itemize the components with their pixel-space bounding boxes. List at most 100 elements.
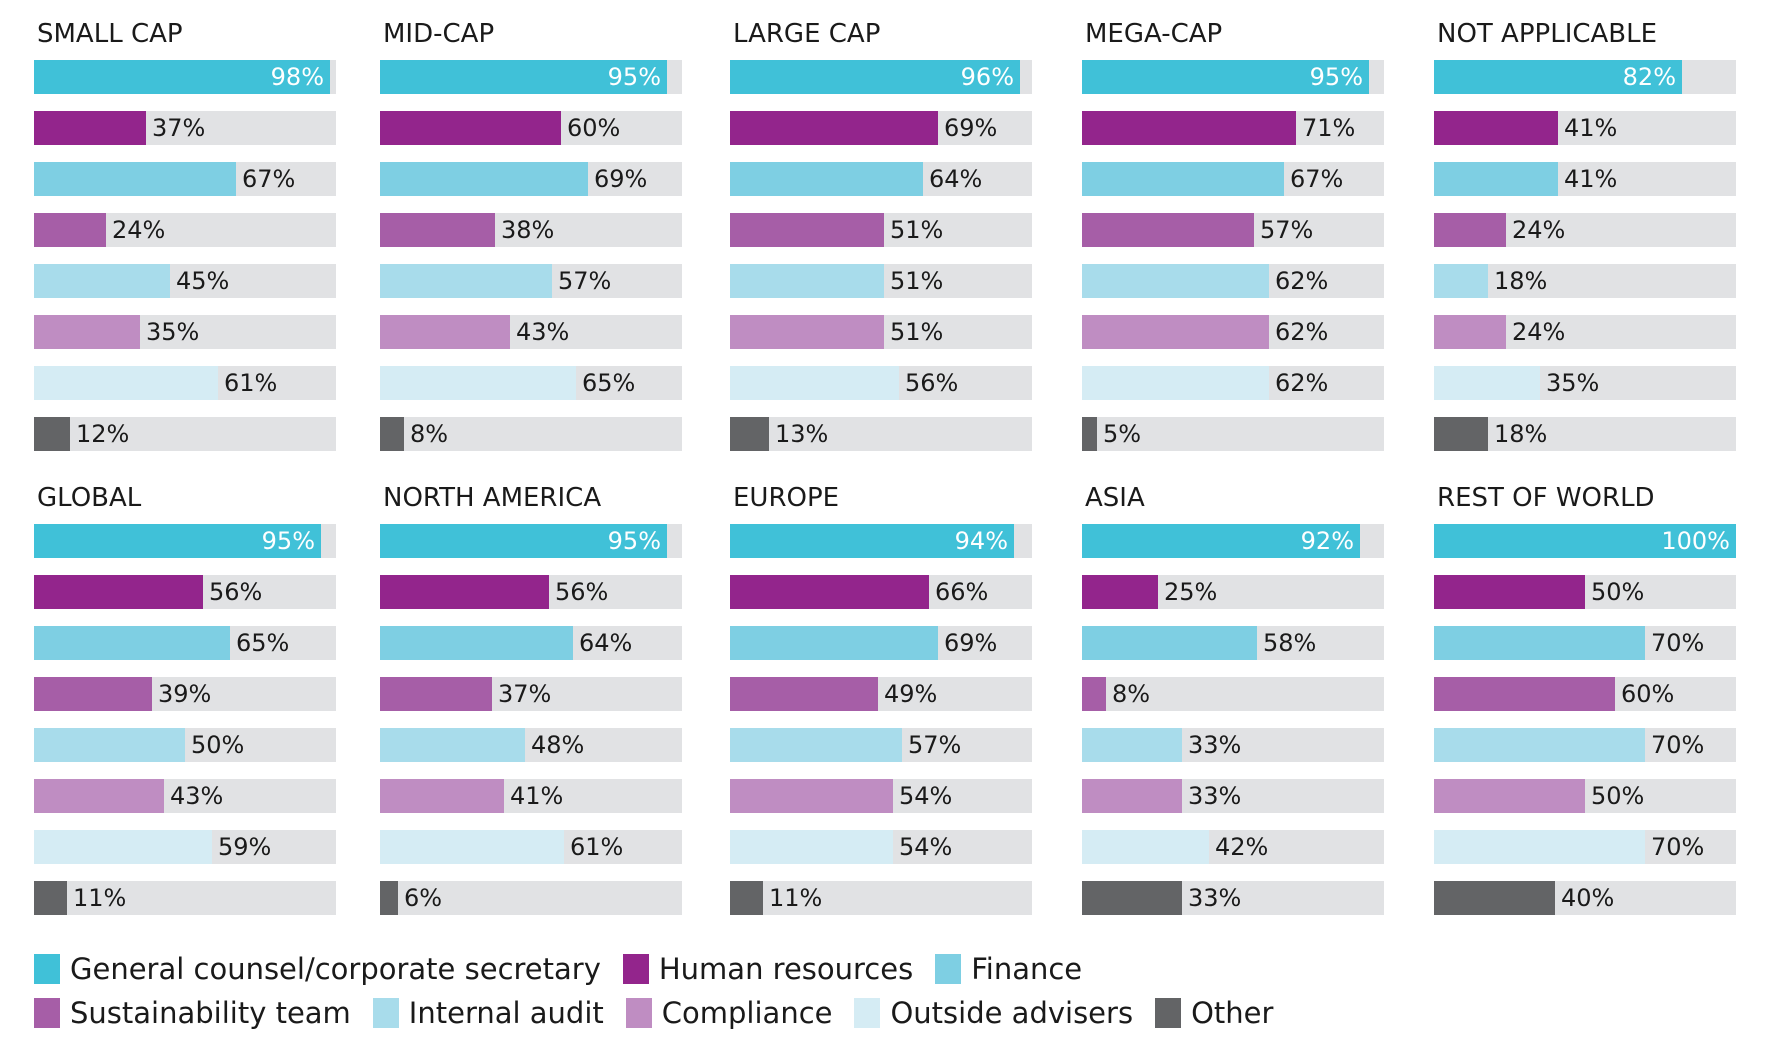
bar-row: 18% [1434,264,1736,298]
bar [1434,575,1585,609]
bar-row: 25% [1082,575,1384,609]
bar-row: 37% [380,677,682,711]
bar-row: 95% [1082,60,1384,94]
bar-row: 69% [730,111,1032,145]
bar-track [380,417,682,451]
panel-title: LARGE CAP [733,19,881,49]
legend-swatch [625,998,652,1028]
bar-row: 59% [34,830,336,864]
bar [1082,626,1257,660]
bar-row: 95% [34,524,336,558]
bar [730,366,899,400]
data-label: 62% [1275,267,1329,295]
data-label: 41% [510,782,564,810]
data-label: 24% [1512,216,1566,244]
panel-title: MID-CAP [383,19,495,49]
bar-row: 38% [380,213,682,247]
bar [1082,162,1284,196]
bar-row: 56% [380,575,682,609]
bar [1434,881,1555,915]
panel-title: NOT APPLICABLE [1437,19,1658,49]
bar-row: 54% [730,779,1032,813]
data-label: 50% [1591,782,1645,810]
data-label: 40% [1561,884,1615,912]
data-label: 56% [209,578,263,606]
bar-row: 35% [1434,366,1736,400]
data-label: 95% [261,527,315,555]
bar-row: 33% [1082,779,1384,813]
data-label: 64% [579,629,633,657]
data-label: 18% [1494,267,1548,295]
bar-row: 51% [730,264,1032,298]
data-label: 67% [1290,165,1344,193]
data-label: 37% [152,114,206,142]
legend-swatch [935,954,962,984]
data-label: 57% [1260,216,1314,244]
bar [1434,366,1540,400]
bar-row: 56% [34,575,336,609]
data-label: 61% [224,369,278,397]
chart-panel: REST OF WORLD 100% 50% 70% 60% 70% 50% 70% 40% [1434,482,1738,932]
bar-row: 66% [730,575,1032,609]
bar [380,881,398,915]
bar-row: 49% [730,677,1032,711]
bar-row: 50% [1434,575,1736,609]
bar-row: 37% [34,111,336,145]
bar [1434,111,1558,145]
panel-title: EUROPE [733,483,840,513]
bar-track [1082,677,1384,711]
bar-row: 58% [1082,626,1384,660]
panel-title: MEGA-CAP [1085,19,1223,49]
bar [1082,264,1269,298]
data-label: 24% [1512,318,1566,346]
data-label: 8% [410,420,449,448]
bar-row: 82% [1434,60,1736,94]
bar [34,728,185,762]
bar [380,213,495,247]
bar-track [1082,417,1384,451]
bar-row: 51% [730,213,1032,247]
data-label: 43% [516,318,570,346]
panel-title: GLOBAL [37,483,142,513]
bar-row: 95% [380,60,682,94]
bar-row: 70% [1434,626,1736,660]
bar-track [730,881,1032,915]
data-label: 58% [1263,629,1317,657]
bar-row: 54% [730,830,1032,864]
data-label: 57% [558,267,612,295]
chart-legend: General counsel/corporate secretary Human… [34,951,1734,1051]
data-label: 11% [769,884,823,912]
data-label: 62% [1275,369,1329,397]
bar [380,162,588,196]
bar-row: 41% [380,779,682,813]
bar-row: 57% [730,728,1032,762]
bar-row: 41% [1434,111,1736,145]
bar [34,213,106,247]
bar-row: 24% [1434,315,1736,349]
bar [34,315,140,349]
bar [34,162,236,196]
bar-track [34,881,336,915]
legend-label: General counsel/corporate secretary [70,952,601,986]
chart-panel: GLOBAL 95% 56% 65% 39% 50% 43% 59% 11% [34,482,338,932]
data-label: 54% [899,782,953,810]
legend-swatch [34,954,60,984]
bar [1082,830,1209,864]
panel-title: NORTH AMERICA [383,483,602,513]
data-label: 49% [884,680,938,708]
bar-row: 62% [1082,264,1384,298]
bar-row: 62% [1082,366,1384,400]
bar-row: 48% [380,728,682,762]
bar [1434,162,1558,196]
bar [34,881,67,915]
bar [1434,264,1488,298]
bar [34,830,212,864]
bar [1082,315,1269,349]
bar-row: 6% [380,881,682,915]
bar-row: 60% [1434,677,1736,711]
legend-label: Compliance [661,996,833,1030]
data-label: 92% [1300,527,1354,555]
bar [1082,728,1182,762]
bar [380,626,573,660]
bar [34,524,321,558]
